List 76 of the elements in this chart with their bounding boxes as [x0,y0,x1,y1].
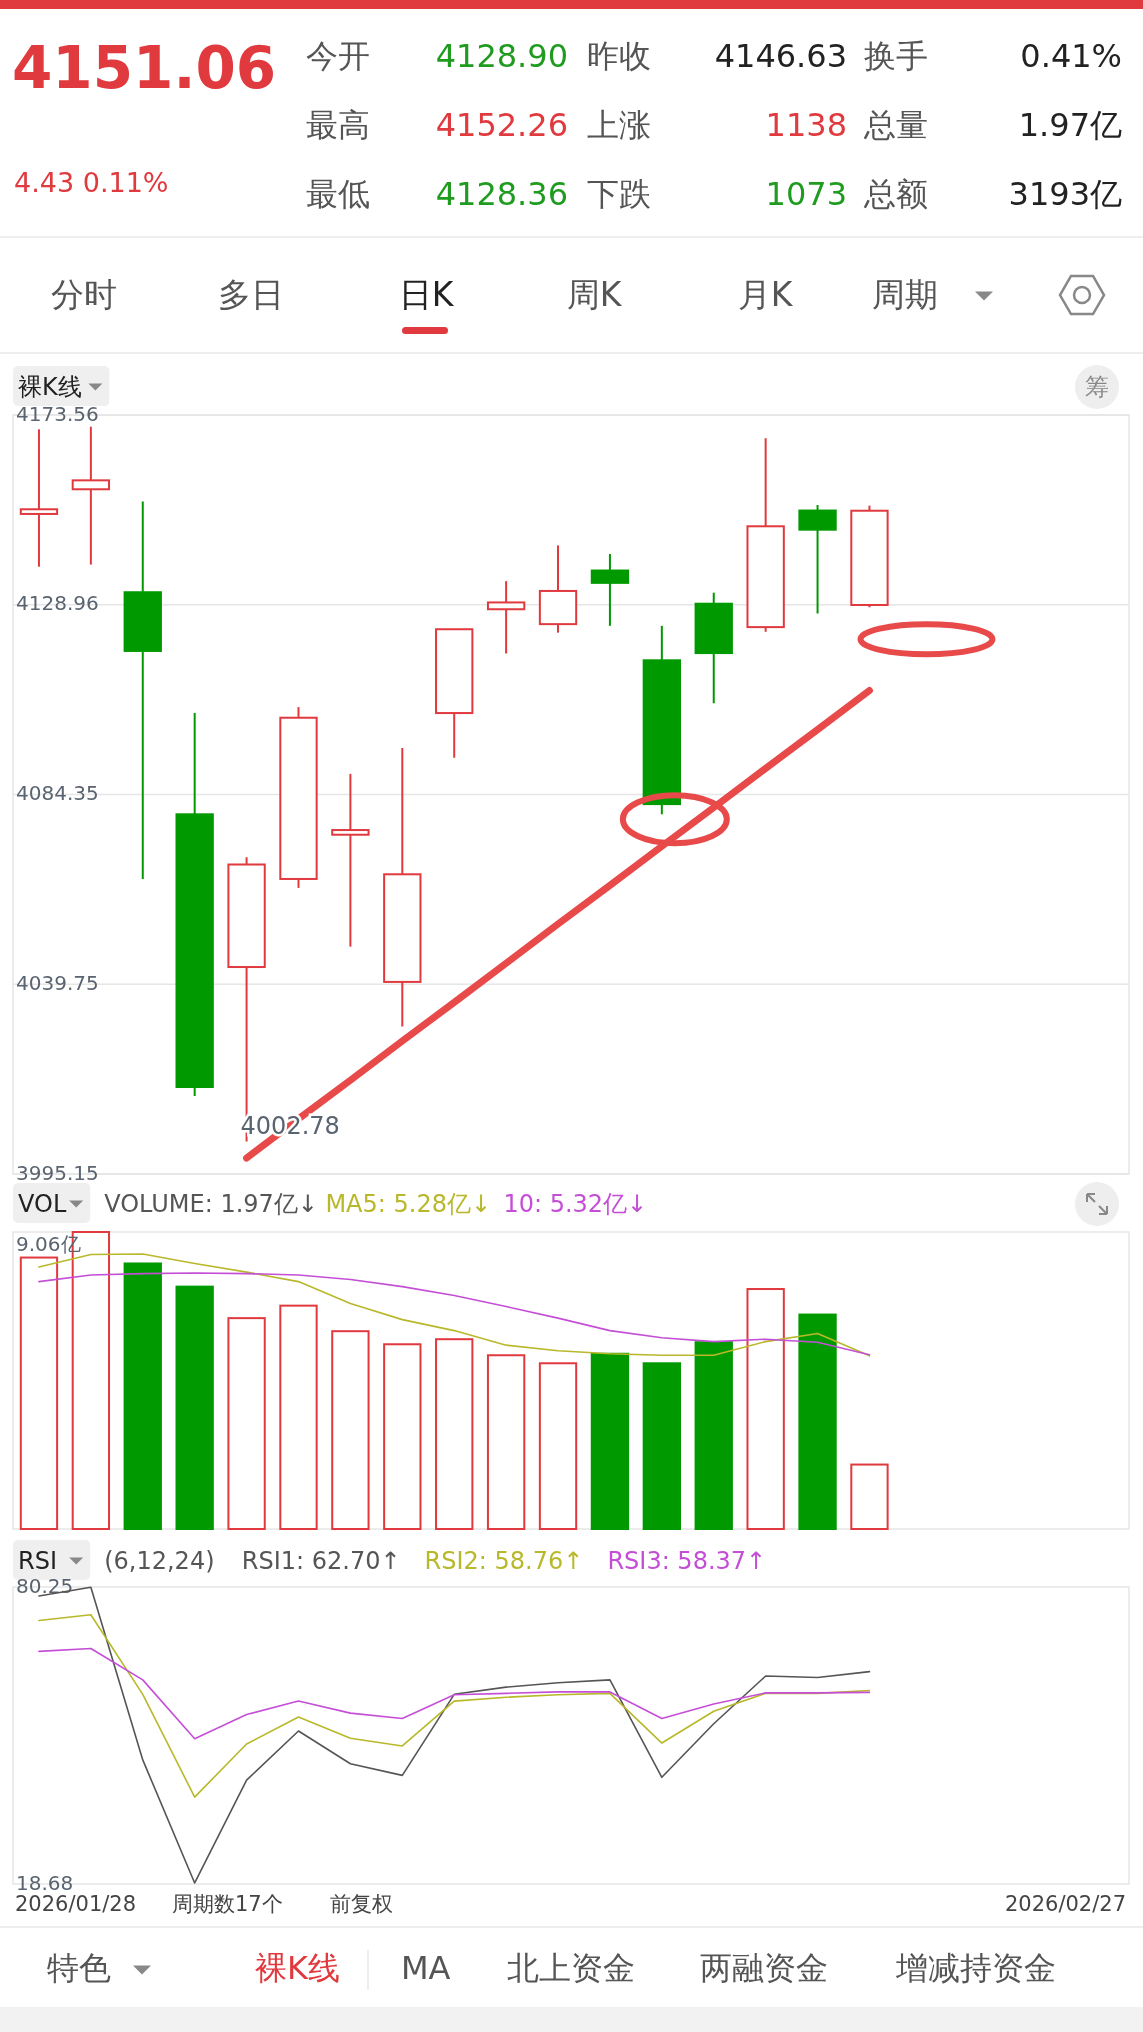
text: MA [401,1949,451,1987]
candlestick [19,428,59,568]
text: 4152.26 [435,106,568,144]
text: 4146.63 [714,37,847,75]
text: 4128.90 [435,37,568,75]
text: 上涨 [587,106,651,144]
text: 昨收 [587,37,651,75]
text: 筹 [1085,373,1109,401]
series-label: VOLUME: 1.97亿↓ [104,1190,318,1218]
text: 总额 [863,175,928,213]
text: 0.41% [1020,37,1122,75]
y-tick-label: 4039.75 [16,970,99,995]
text: 日K [398,275,455,314]
chart-title: VOL [18,1190,67,1218]
bar [175,1285,214,1530]
bar [746,1288,785,1530]
text: 最低 [306,175,370,213]
bar [331,1330,370,1530]
y-tick-label: 3995.15 [16,1160,99,1185]
bar [538,1362,578,1530]
text: 特色 [47,1949,111,1987]
bar [19,1256,59,1530]
text: RSI2: 58.76↑ [424,1547,584,1575]
text: 多日 [218,275,284,314]
bar [798,1313,837,1530]
chart-title: RSI [18,1547,57,1575]
line-series [38,1647,871,1740]
text: 月K [737,275,794,314]
text: 1138 [765,106,847,144]
text: 1073 [765,175,847,213]
y-tick-label: 4173.56 [16,401,99,426]
text: 2026/01/28 [15,1892,137,1916]
text: 前复权 [330,1892,393,1916]
text: 增减持资金 [895,1949,1056,1987]
text: 周期数17个 [172,1892,283,1916]
text: 两融资金 [700,1949,828,1987]
text: 总量 [863,106,928,144]
text: 3193亿 [1008,175,1122,213]
text: 4151.06 [12,34,277,102]
line-series [38,1613,871,1798]
bar [227,1317,266,1530]
candlestick [71,425,111,566]
text: 最高 [306,106,370,144]
bar [435,1338,474,1530]
text: 周期 [872,275,938,314]
bar [850,1463,889,1530]
bar [383,1343,422,1530]
chart-subtitle: (6,12,24) [104,1547,215,1575]
text: 裸K线 [255,1949,340,1987]
text: 2026/02/27 [1004,1892,1126,1916]
text: 10: 5.32亿↓ [503,1190,648,1218]
text: 周K [566,275,623,314]
chart-title: 裸K线 [18,373,82,401]
text: 今开 [306,37,370,75]
text: 北上资金 [507,1949,635,1987]
candlestick [486,580,526,655]
text: 下跌 [587,175,651,213]
y-tick-label: 80.25 [16,1573,74,1598]
candlestick [331,772,370,948]
text: 换手 [864,37,928,75]
text: MA5: 5.28亿↓ [325,1190,492,1218]
bar [486,1354,526,1531]
bar [694,1341,733,1530]
text: 4.43 0.11% [14,167,169,198]
text: RSI1: 62.70↑ [241,1547,401,1575]
y-tick-label: 18.68 [16,1870,74,1895]
text: RSI3: 58.37↑ [607,1547,767,1575]
y-tick-label: 4128.96 [16,591,99,616]
bar [642,1362,681,1530]
bar [123,1262,162,1530]
text: 分时 [51,275,117,314]
bar [590,1352,630,1530]
y-tick-label: 4084.35 [16,781,99,806]
text: 4128.36 [435,175,568,213]
text: 1.97亿 [1018,106,1122,144]
bar [279,1304,318,1530]
